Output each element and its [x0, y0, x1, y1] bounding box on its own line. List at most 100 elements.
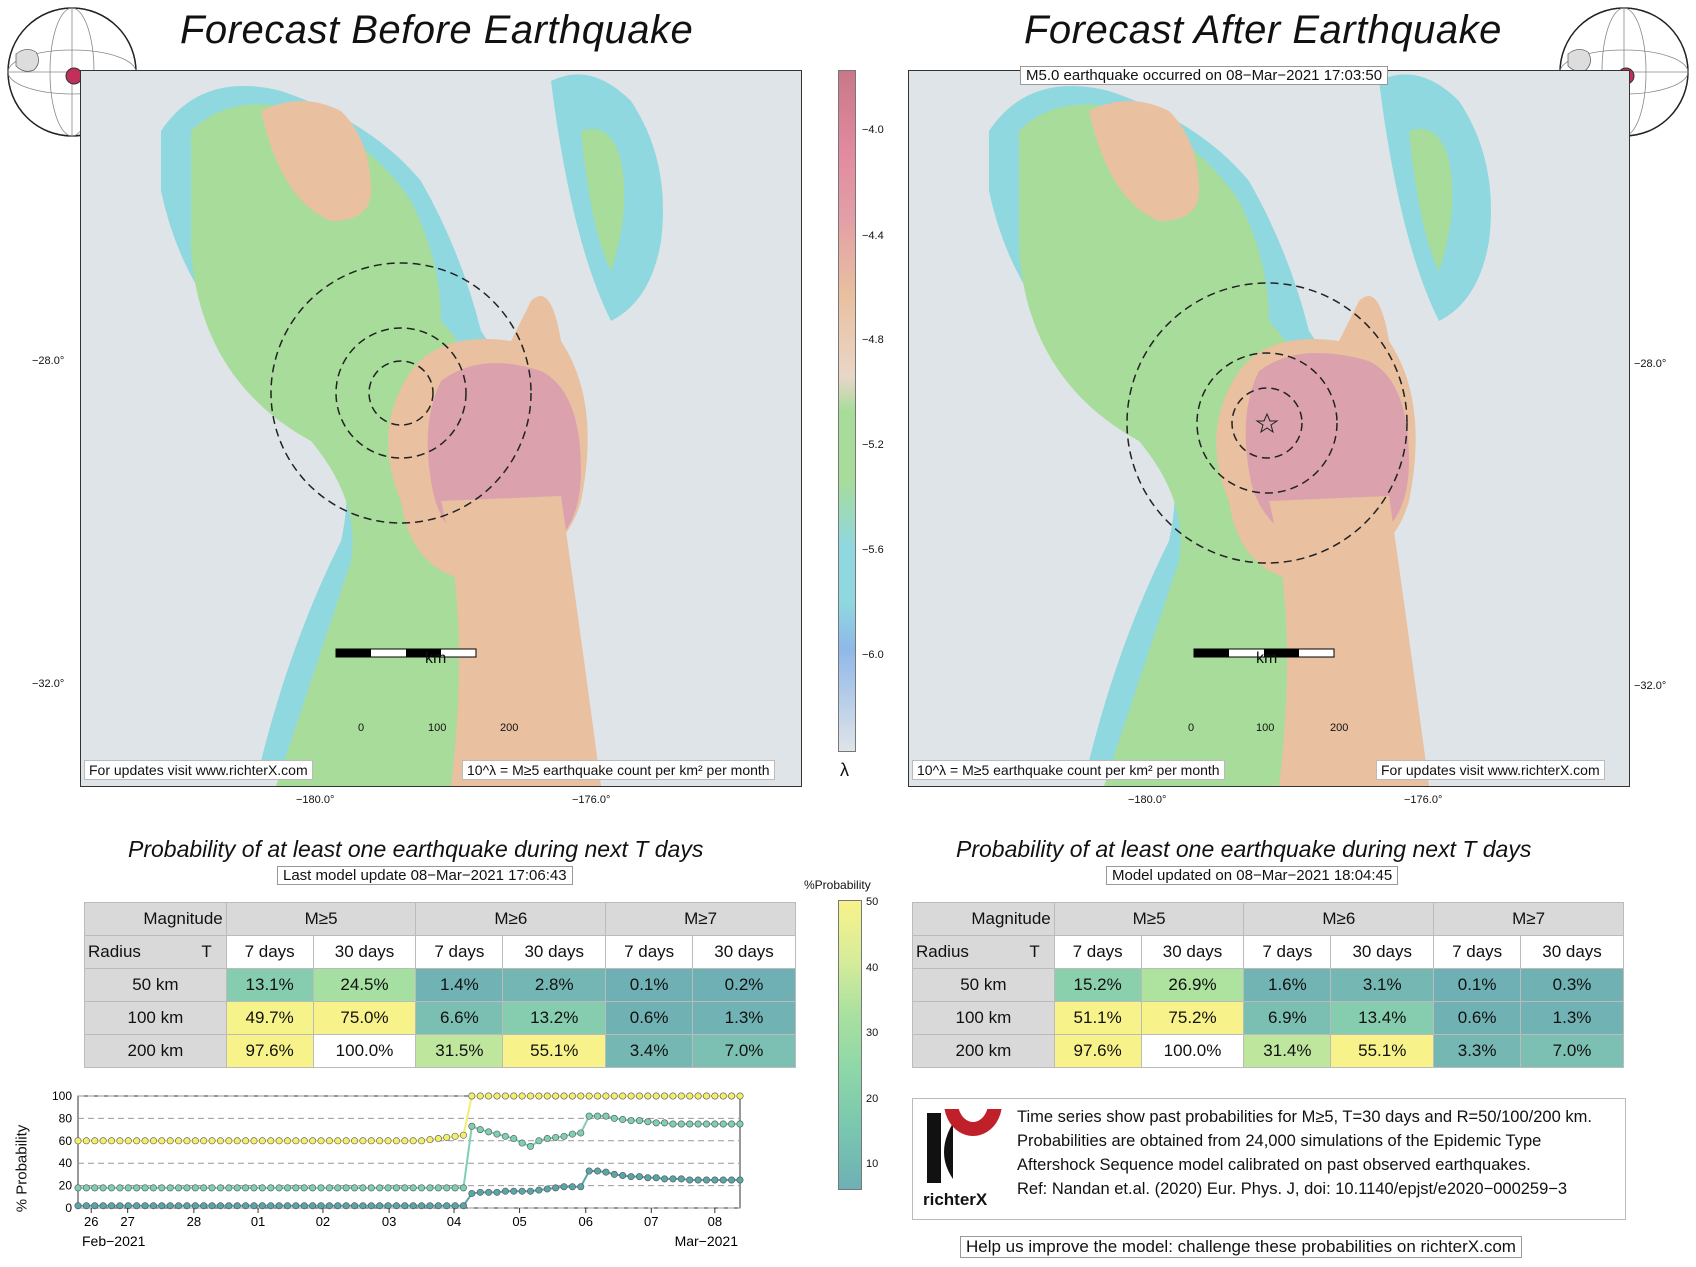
data-point: [501, 1187, 509, 1195]
data-point: [242, 1202, 250, 1210]
right-footer-url: For updates visit www.richterX.com: [1376, 760, 1605, 780]
data-point: [124, 1137, 132, 1145]
data-point: [342, 1137, 350, 1145]
period-header: 7 days: [225, 935, 314, 969]
left-probability-table: Magnitude M≥5 M≥6 M≥7 Radius T 7 days 30 …: [84, 902, 796, 1068]
left-table-update: Last model update 08−Mar−2021 17:06:43: [277, 866, 573, 885]
prob-cell: 31.4%: [1243, 1034, 1332, 1068]
left-footer-url: For updates visit www.richterX.com: [84, 760, 313, 780]
info-text: Time series show past probabilities for …: [1017, 1105, 1592, 1201]
left-scale-label: km: [425, 650, 447, 667]
lambda-colorbar: [838, 70, 856, 752]
prob-cell: 0.1%: [605, 968, 694, 1002]
data-point: [652, 1092, 660, 1100]
data-point: [367, 1184, 375, 1192]
data-point: [493, 1092, 501, 1100]
info-box: richterX Time series show past probabili…: [912, 1070, 1626, 1220]
data-point: [91, 1202, 99, 1210]
data-point: [585, 1167, 593, 1175]
left-footer-legend: 10^λ = M≥5 earthquake count per km² per …: [462, 760, 775, 780]
data-point: [459, 1131, 467, 1139]
data-point: [711, 1092, 719, 1100]
data-point: [283, 1184, 291, 1192]
lambda-tick-1: −4.4: [862, 230, 884, 242]
data-point: [635, 1117, 643, 1125]
y-tick-label: 20: [59, 1179, 73, 1193]
data-point: [91, 1137, 99, 1145]
data-point: [392, 1184, 400, 1192]
x-tick-label: 05: [512, 1214, 526, 1229]
data-point: [543, 1135, 551, 1143]
data-point: [459, 1202, 467, 1210]
x-tick-label: 02: [316, 1214, 330, 1229]
data-point: [560, 1132, 568, 1140]
help-link[interactable]: Help us improve the model: challenge the…: [960, 1236, 1522, 1258]
left-forecast-map[interactable]: [80, 70, 802, 787]
data-point: [501, 1132, 509, 1140]
data-point: [351, 1137, 359, 1145]
data-point: [451, 1202, 459, 1210]
right-forecast-map[interactable]: [908, 70, 1630, 787]
data-point: [652, 1119, 660, 1127]
data-point: [627, 1092, 635, 1100]
x-tick-label: 27: [120, 1214, 134, 1229]
radius-label: Radius: [88, 942, 141, 961]
data-point: [627, 1173, 635, 1181]
data-point: [367, 1137, 375, 1145]
data-point: [384, 1137, 392, 1145]
data-point: [493, 1188, 501, 1196]
data-point: [74, 1137, 82, 1145]
data-point: [594, 1167, 602, 1175]
table-row: 100 km 49.7% 75.0% 6.6% 13.2% 0.6% 1.3%: [84, 1001, 796, 1035]
data-point: [552, 1184, 560, 1192]
radius-label: Radius: [916, 942, 969, 961]
data-point: [677, 1175, 685, 1183]
data-point: [191, 1202, 199, 1210]
right-probability-table: Magnitude M≥5 M≥6 M≥7 Radius T 7 days 30 …: [912, 902, 1624, 1068]
data-point: [577, 1092, 585, 1100]
data-point: [686, 1176, 694, 1184]
period-header: 7 days: [1053, 935, 1142, 969]
left-map-canvas: [81, 71, 801, 786]
table-row: 200 km 97.6% 100.0% 31.5% 55.1% 3.4% 7.0…: [84, 1034, 796, 1068]
data-point: [258, 1202, 266, 1210]
data-point: [535, 1137, 543, 1145]
probability-time-series: 100 80 60 40 20 0 26 27 28 01 02 03 04 05 06 07 08 Feb−20…: [52, 1090, 744, 1249]
period-header: 7 days: [1243, 935, 1332, 969]
data-point: [292, 1202, 300, 1210]
x-tick-label: 04: [447, 1214, 461, 1229]
data-point: [300, 1202, 308, 1210]
data-point: [719, 1120, 727, 1128]
data-point: [694, 1092, 702, 1100]
period-header: 30 days: [1520, 935, 1624, 969]
data-point: [351, 1184, 359, 1192]
prob-cell: 13.1%: [225, 968, 314, 1002]
data-point: [258, 1137, 266, 1145]
data-point: [108, 1184, 116, 1192]
data-point: [702, 1120, 710, 1128]
data-point: [736, 1120, 744, 1128]
data-point: [644, 1118, 652, 1126]
left-scale-tick-200: 200: [500, 722, 519, 734]
prob-cell: 24.5%: [312, 968, 417, 1002]
y-tick-label: 80: [59, 1111, 73, 1125]
x-tick-label: 26: [84, 1214, 98, 1229]
prob-cell: 13.2%: [502, 1001, 607, 1035]
prob-cell: 0.2%: [692, 968, 796, 1002]
prob-cell: 1.3%: [1520, 1001, 1624, 1035]
data-point: [669, 1175, 677, 1183]
corner-magnitude: Magnitude: [912, 902, 1055, 936]
data-point: [451, 1132, 459, 1140]
data-point: [317, 1137, 325, 1145]
prob-cell: 55.1%: [1330, 1034, 1435, 1068]
data-point: [309, 1202, 317, 1210]
data-point: [468, 1189, 476, 1197]
data-point: [149, 1202, 157, 1210]
right-lat-tick-28: −28.0°: [1634, 358, 1667, 370]
data-point: [560, 1092, 568, 1100]
data-point: [141, 1202, 149, 1210]
data-point: [158, 1202, 166, 1210]
data-point: [309, 1184, 317, 1192]
data-point: [719, 1092, 727, 1100]
data-point: [476, 1188, 484, 1196]
